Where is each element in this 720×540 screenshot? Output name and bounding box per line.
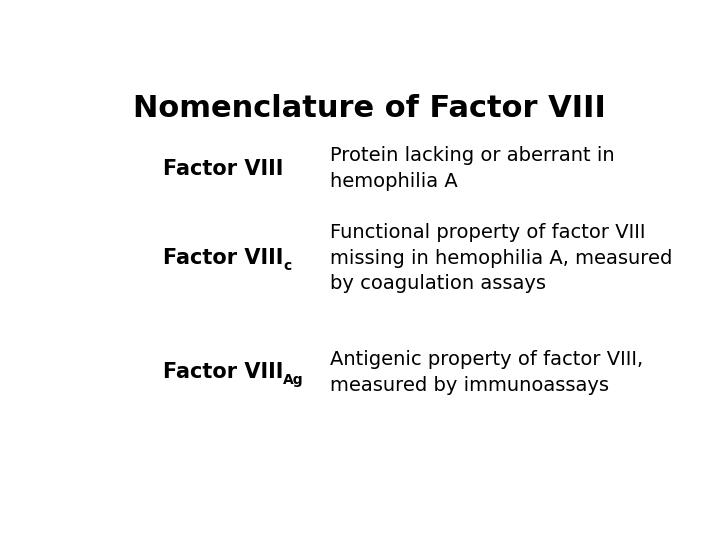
Text: Protein lacking or aberrant in
hemophilia A: Protein lacking or aberrant in hemophili… xyxy=(330,146,615,191)
Text: c: c xyxy=(283,259,291,273)
Text: Factor VIII: Factor VIII xyxy=(163,159,283,179)
Text: Factor VIII: Factor VIII xyxy=(163,248,283,268)
Text: Functional property of factor VIII
missing in hemophilia A, measured
by coagulat: Functional property of factor VIII missi… xyxy=(330,223,672,293)
Text: Antigenic property of factor VIII,
measured by immunoassays: Antigenic property of factor VIII, measu… xyxy=(330,350,643,395)
Text: Nomenclature of Factor VIII: Nomenclature of Factor VIII xyxy=(132,94,606,123)
Text: Ag: Ag xyxy=(283,373,304,387)
Text: Factor VIII: Factor VIII xyxy=(163,362,283,382)
